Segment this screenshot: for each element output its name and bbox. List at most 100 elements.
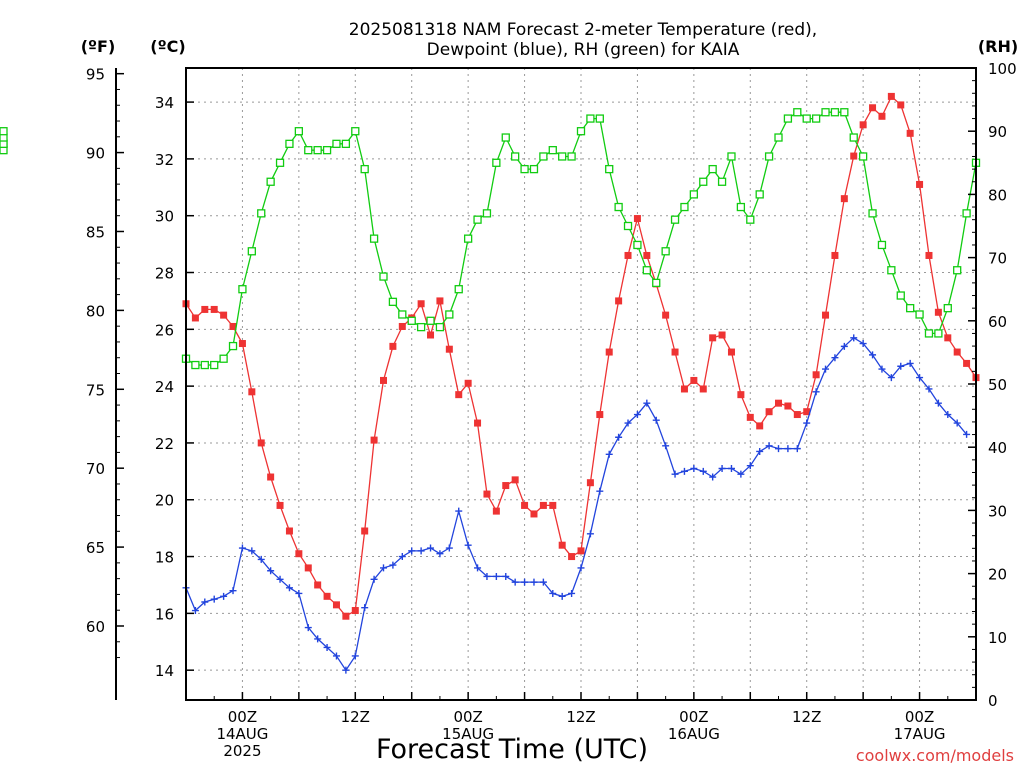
dewpoint-point	[652, 416, 660, 424]
rh-point	[398, 310, 407, 319]
rh-point	[736, 202, 746, 212]
temperature-point	[615, 297, 623, 305]
rh-point	[567, 152, 576, 161]
rh-point	[351, 127, 360, 136]
temperature-point	[398, 322, 406, 330]
rh-point	[858, 152, 868, 161]
credit-text: coolwx.com/models	[856, 746, 1014, 765]
rh-point	[953, 266, 962, 275]
temperature-point	[191, 314, 199, 322]
dewpoint-point	[483, 572, 491, 580]
celsius-tick-label: 22	[155, 435, 174, 453]
dewpoint-point	[417, 547, 425, 555]
chart-title-line-2: Dewpoint (blue), RH (green) for KAIA	[427, 40, 740, 60]
rh-point	[727, 152, 736, 161]
dewpoint-point	[332, 652, 340, 660]
rh-point	[962, 209, 971, 218]
rh-point	[332, 139, 341, 148]
dewpoint-point	[427, 544, 435, 552]
rh-point	[511, 152, 520, 161]
temperature-point	[370, 436, 378, 444]
temperature-point	[690, 376, 698, 384]
rh-tick-label: 40	[988, 439, 1007, 457]
dewpoint-point	[643, 399, 651, 407]
temperature-point	[483, 490, 491, 498]
dewpoint-point	[822, 365, 830, 373]
dewpoint-point	[549, 589, 557, 597]
series-layer	[0, 92, 981, 674]
plot-frame	[185, 67, 977, 701]
rh-point	[473, 215, 482, 224]
temperature-point	[887, 92, 895, 100]
dewpoint-point	[869, 351, 877, 359]
dewpoint-point	[323, 643, 331, 651]
celsius-tick-label: 16	[155, 605, 174, 623]
temperature-point	[464, 379, 472, 387]
dewpoint-point	[840, 342, 848, 350]
temperature-point	[934, 308, 942, 316]
rh-point	[849, 133, 858, 142]
dewpoint-point	[568, 589, 576, 597]
temperature-point	[831, 251, 839, 259]
temperature-point	[502, 482, 510, 490]
fahrenheit-tick-label: 80	[86, 302, 105, 320]
temperature-point	[229, 322, 237, 330]
celsius-tick-label: 14	[155, 662, 174, 680]
temperature-point	[812, 371, 820, 379]
rh-point	[435, 322, 445, 332]
rh-point	[746, 215, 755, 224]
rh-point	[539, 152, 548, 161]
dewpoint-point	[530, 578, 538, 586]
temperature-point	[267, 473, 275, 481]
temperature-point	[859, 121, 867, 129]
dewpoint-point	[897, 362, 905, 370]
dewpoint-point	[887, 374, 895, 382]
fahrenheit-tick-label: 95	[86, 66, 105, 84]
rh-point	[802, 114, 811, 123]
time-tick-label: 00Z	[228, 708, 257, 726]
temperature-point	[596, 411, 604, 419]
rh-point	[200, 360, 209, 370]
temperature-point	[878, 112, 886, 120]
dewpoint-point	[944, 411, 952, 419]
temperature-point	[417, 300, 425, 308]
fahrenheit-tick-label: 60	[86, 618, 105, 636]
dewpoint-point	[793, 445, 801, 453]
dewpoint-point	[633, 411, 641, 419]
dewpoint-point	[756, 447, 764, 455]
dewpoint-point	[586, 530, 594, 538]
dewpoint-point	[709, 473, 717, 481]
rh-tick-label: 20	[988, 566, 1007, 584]
temperature-point	[427, 331, 435, 339]
rh-point	[811, 114, 821, 123]
rh-point	[360, 164, 369, 174]
rh-unit-label: (RH)	[978, 37, 1018, 56]
dewpoint-point	[380, 564, 387, 572]
dewpoint-point	[746, 462, 754, 470]
time-tick-label: 15AUG	[442, 725, 494, 743]
rh-point	[285, 139, 294, 148]
celsius-unit-label: (ºC)	[150, 37, 185, 56]
temperature-point	[342, 612, 350, 620]
rh-point	[642, 266, 651, 275]
rh-point	[605, 164, 614, 174]
rh-point	[238, 285, 247, 294]
temperature-point	[803, 408, 811, 416]
temperature-point	[332, 601, 340, 609]
temperature-point	[869, 104, 877, 112]
rh-point	[219, 354, 228, 363]
dewpoint-point	[558, 592, 566, 600]
dewpoint-point	[859, 340, 867, 348]
rh-point	[887, 266, 896, 275]
rh-tick-label: 90	[988, 123, 1007, 141]
temperature-point	[756, 422, 764, 430]
dewpoint-point	[605, 450, 613, 458]
time-tick-label: 00Z	[905, 708, 934, 726]
dewpoint-point	[408, 547, 416, 555]
temperature-point	[944, 334, 952, 342]
dewpoint-point	[680, 467, 688, 475]
rh-point	[304, 146, 313, 155]
rh-point	[586, 114, 595, 123]
celsius-tick-label: 20	[155, 492, 174, 510]
rh-point	[934, 329, 943, 338]
